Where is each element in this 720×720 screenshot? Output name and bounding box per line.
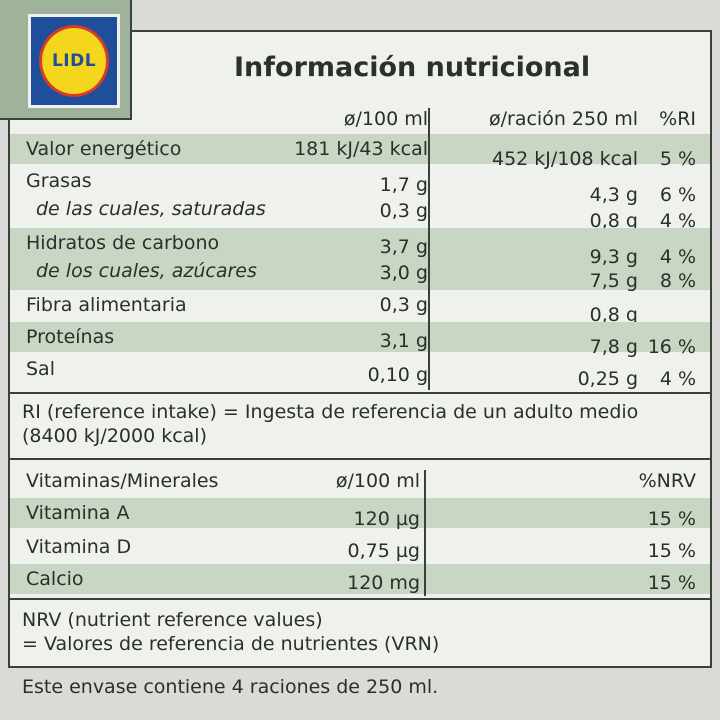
nutrient-ri: 8 %: [659, 270, 696, 292]
vitamin-nrv: 15 %: [647, 508, 696, 530]
nutrient-ri: 16 %: [647, 336, 696, 358]
nutrient-ri: 4 %: [659, 368, 696, 390]
nutrient-name: Fibra alimentaria: [26, 294, 187, 316]
nutrient-serving: 4,3 g: [589, 184, 638, 206]
vitamin-name: Vitamina D: [26, 536, 132, 558]
vitamin-per100: 0,75 µg: [347, 540, 421, 562]
col-serving-header: ø/ración 250 ml: [488, 108, 638, 130]
nutrient-per100: 0,3 g: [379, 294, 428, 316]
column-divider: [424, 470, 426, 596]
vitamin-per100: 120 µg: [353, 508, 420, 530]
vitamin-nrv: 15 %: [647, 540, 696, 562]
nutrient-per100: 3,0 g: [379, 262, 428, 284]
nutrient-name: Proteínas: [26, 326, 115, 348]
col-vitamins-header: Vitaminas/Minerales: [26, 470, 219, 492]
nutrient-serving: 0,8 g: [589, 210, 638, 232]
table-row: Calcio 120 mg 15 %: [10, 564, 710, 594]
lidl-logo-text: LIDL: [39, 25, 109, 97]
table-row: Vitamina A 120 µg 15 %: [10, 498, 710, 530]
table-row: Hidratos de carbono 3,7 g 9,3 g 4 % de l…: [10, 228, 710, 292]
nrv-note-line1: NRV (nutrient reference values): [22, 609, 323, 631]
table-row: Vitamina D 0,75 µg 15 %: [10, 532, 710, 562]
nutrient-name: Hidratos de carbono: [26, 232, 220, 254]
nutrient-per100: 181 kJ/43 kcal: [294, 138, 428, 160]
col-per100-header: ø/100 ml: [343, 108, 428, 130]
nutrient-serving: 0,8 g: [589, 304, 638, 326]
nutrient-per100: 0,3 g: [379, 200, 428, 222]
divider: [10, 598, 710, 600]
nutrient-serving: 7,8 g: [589, 336, 638, 358]
nutrient-name: Grasas: [26, 170, 92, 192]
ri-note: RI (reference intake) = Ingesta de refer…: [22, 400, 638, 448]
nutrient-serving: 7,5 g: [589, 270, 638, 292]
nrv-note-line2: = Valores de referencia de nutrientes (V…: [22, 633, 440, 655]
column-divider: [428, 108, 430, 390]
nutrient-name: Sal: [26, 358, 55, 380]
nutrient-subname: de los cuales, azúcares: [36, 260, 257, 282]
vitamin-per100: 120 mg: [347, 572, 420, 594]
divider: [10, 392, 710, 394]
servings-footer: Este envase contiene 4 raciones de 250 m…: [22, 676, 439, 698]
nutrient-per100: 1,7 g: [379, 174, 428, 196]
table1-header: ø/100 ml ø/ración 250 ml %RI: [10, 104, 710, 134]
table2-header: Vitaminas/Minerales ø/100 ml %NRV: [10, 466, 710, 496]
ri-note-line2: (8400 kJ/2000 kcal): [22, 425, 207, 447]
col-ri-header: %RI: [659, 108, 696, 130]
nutrient-ri: 6 %: [659, 184, 696, 206]
nutrient-serving: 0,25 g: [577, 368, 638, 390]
table-row: Grasas 1,7 g 4,3 g 6 % de las cuales, sa…: [10, 166, 710, 232]
table-row: Proteínas 3,1 g 7,8 g 16 %: [10, 322, 710, 358]
nutrient-serving: 452 kJ/108 kcal: [492, 148, 638, 170]
logo-tab: LIDL: [0, 0, 132, 120]
col-per100-header: ø/100 ml: [335, 470, 420, 492]
nutrient-subname: de las cuales, saturadas: [36, 198, 266, 220]
table-row: Fibra alimentaria 0,3 g 0,8 g: [10, 290, 710, 326]
col-nrv-header: %NRV: [638, 470, 696, 492]
nutrient-ri: 4 %: [659, 246, 696, 268]
table-row: Valor energético 181 kJ/43 kcal 452 kJ/1…: [10, 134, 710, 170]
page-title: Información nutricional: [234, 51, 591, 83]
vitamin-name: Calcio: [26, 568, 84, 590]
nutrient-per100: 3,7 g: [379, 236, 428, 258]
nutrient-ri: 4 %: [659, 210, 696, 232]
nutrient-name: Valor energético: [26, 138, 182, 160]
ri-note-line1: RI (reference intake) = Ingesta de refer…: [22, 401, 639, 423]
nutrient-per100: 0,10 g: [367, 364, 428, 386]
title-bar: Información nutricional: [130, 32, 710, 102]
nutrient-serving: 9,3 g: [589, 246, 638, 268]
nutrient-per100: 3,1 g: [379, 330, 428, 352]
table-row: Sal 0,10 g 0,25 g 4 %: [10, 354, 710, 390]
divider: [10, 458, 710, 460]
nrv-note: NRV (nutrient reference values) = Valore…: [22, 608, 439, 656]
lidl-logo: LIDL: [28, 14, 120, 108]
vitamin-nrv: 15 %: [647, 572, 696, 594]
nutrient-ri: 5 %: [659, 148, 696, 170]
vitamin-name: Vitamina A: [26, 502, 130, 524]
